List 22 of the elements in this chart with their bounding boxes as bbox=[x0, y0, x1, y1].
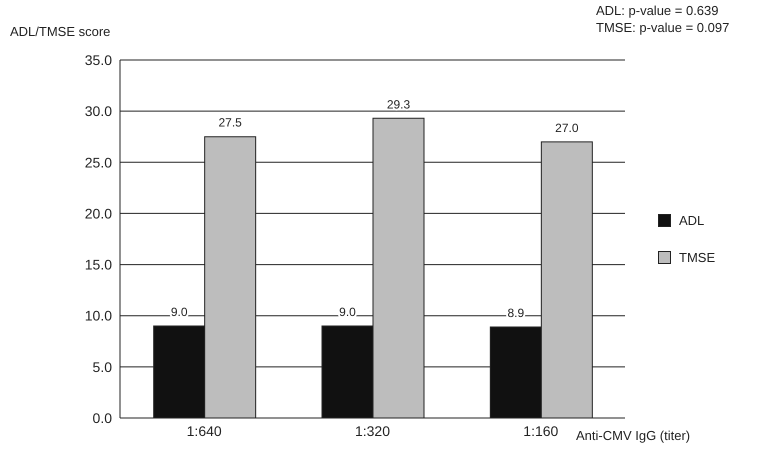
x-tick-label: 1:320 bbox=[354, 422, 390, 439]
y-tick-label: 0.0 bbox=[92, 410, 112, 426]
y-tick-label: 20.0 bbox=[84, 205, 112, 222]
y-tick-label: 15.0 bbox=[84, 256, 112, 273]
data-label: 29.3 bbox=[386, 97, 410, 112]
data-label: 9.0 bbox=[170, 304, 188, 319]
data-label: 27.5 bbox=[218, 116, 242, 130]
y-tick-label: 35.0 bbox=[84, 52, 112, 68]
data-label: 9.0 bbox=[339, 304, 356, 319]
data-label: 27.0 bbox=[555, 120, 579, 135]
x-tick-label: 1:640 bbox=[186, 422, 222, 439]
text: TMSE: p-value = 0.097 bbox=[596, 19, 730, 36]
y-tick-label: 30.0 bbox=[84, 103, 112, 120]
legend-label: TMSE bbox=[679, 250, 716, 265]
x-tick-label: 1:160 bbox=[523, 422, 559, 439]
text: ADL: p-value = 0.639 bbox=[596, 2, 720, 19]
y-tick-label: 5.0 bbox=[92, 358, 112, 375]
legend-label: ADL bbox=[679, 213, 704, 228]
y-tick-label: 25.0 bbox=[84, 154, 112, 170]
y-tick-label: 10.0 bbox=[84, 308, 112, 324]
y-axis-title: ADL/TMSE score bbox=[10, 24, 110, 39]
x-axis-title: Anti-CMV IgG (titer) bbox=[576, 428, 690, 443]
